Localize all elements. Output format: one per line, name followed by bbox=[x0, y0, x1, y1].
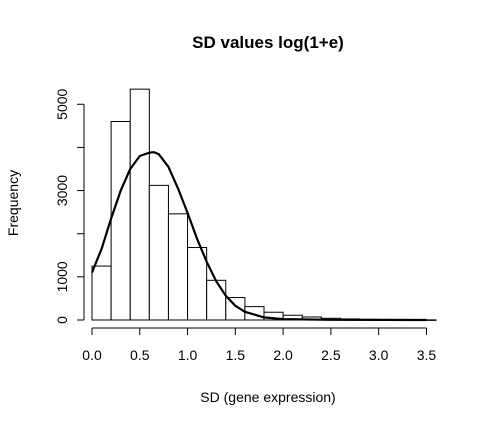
x-tick-label: 3.5 bbox=[417, 347, 437, 363]
x-tick-label: 1.5 bbox=[226, 347, 246, 363]
histogram-bar-0 bbox=[91, 265, 112, 321]
histogram-bar-3 bbox=[148, 184, 169, 321]
histogram-bar-2 bbox=[129, 88, 150, 321]
y-axis: 0 1000 3000 5000 bbox=[54, 88, 85, 324]
x-tick-label: 1.0 bbox=[178, 347, 198, 363]
histogram-bar-1 bbox=[110, 121, 131, 321]
density-curve bbox=[90, 151, 427, 322]
y-axis-label: Frequency bbox=[5, 170, 21, 236]
x-tick-label: 0.0 bbox=[82, 347, 102, 363]
x-tick-label: 0.5 bbox=[130, 347, 150, 363]
x-tick-label: 3.0 bbox=[369, 347, 389, 363]
y-tick-label: 5000 bbox=[54, 88, 70, 119]
x-tick-label: 2.5 bbox=[321, 347, 341, 363]
histogram-bar-4 bbox=[167, 213, 189, 321]
x-axis-label: SD (gene expression) bbox=[200, 389, 335, 405]
x-axis: 0.0 0.5 1.0 1.5 2.0 2.5 3.0 3.5 bbox=[82, 327, 437, 363]
density-curve-group bbox=[90, 151, 427, 322]
y-tick-label: 3000 bbox=[54, 175, 70, 206]
y-tick-label: 1000 bbox=[54, 261, 70, 292]
y-tick-label: 0 bbox=[54, 316, 70, 324]
histogram-bar-5 bbox=[187, 247, 208, 321]
chart-title: SD values log(1+e) bbox=[192, 33, 344, 52]
x-tick-label: 2.0 bbox=[273, 347, 293, 363]
histogram-bar-6 bbox=[206, 279, 227, 321]
histogram-bars bbox=[91, 88, 437, 321]
